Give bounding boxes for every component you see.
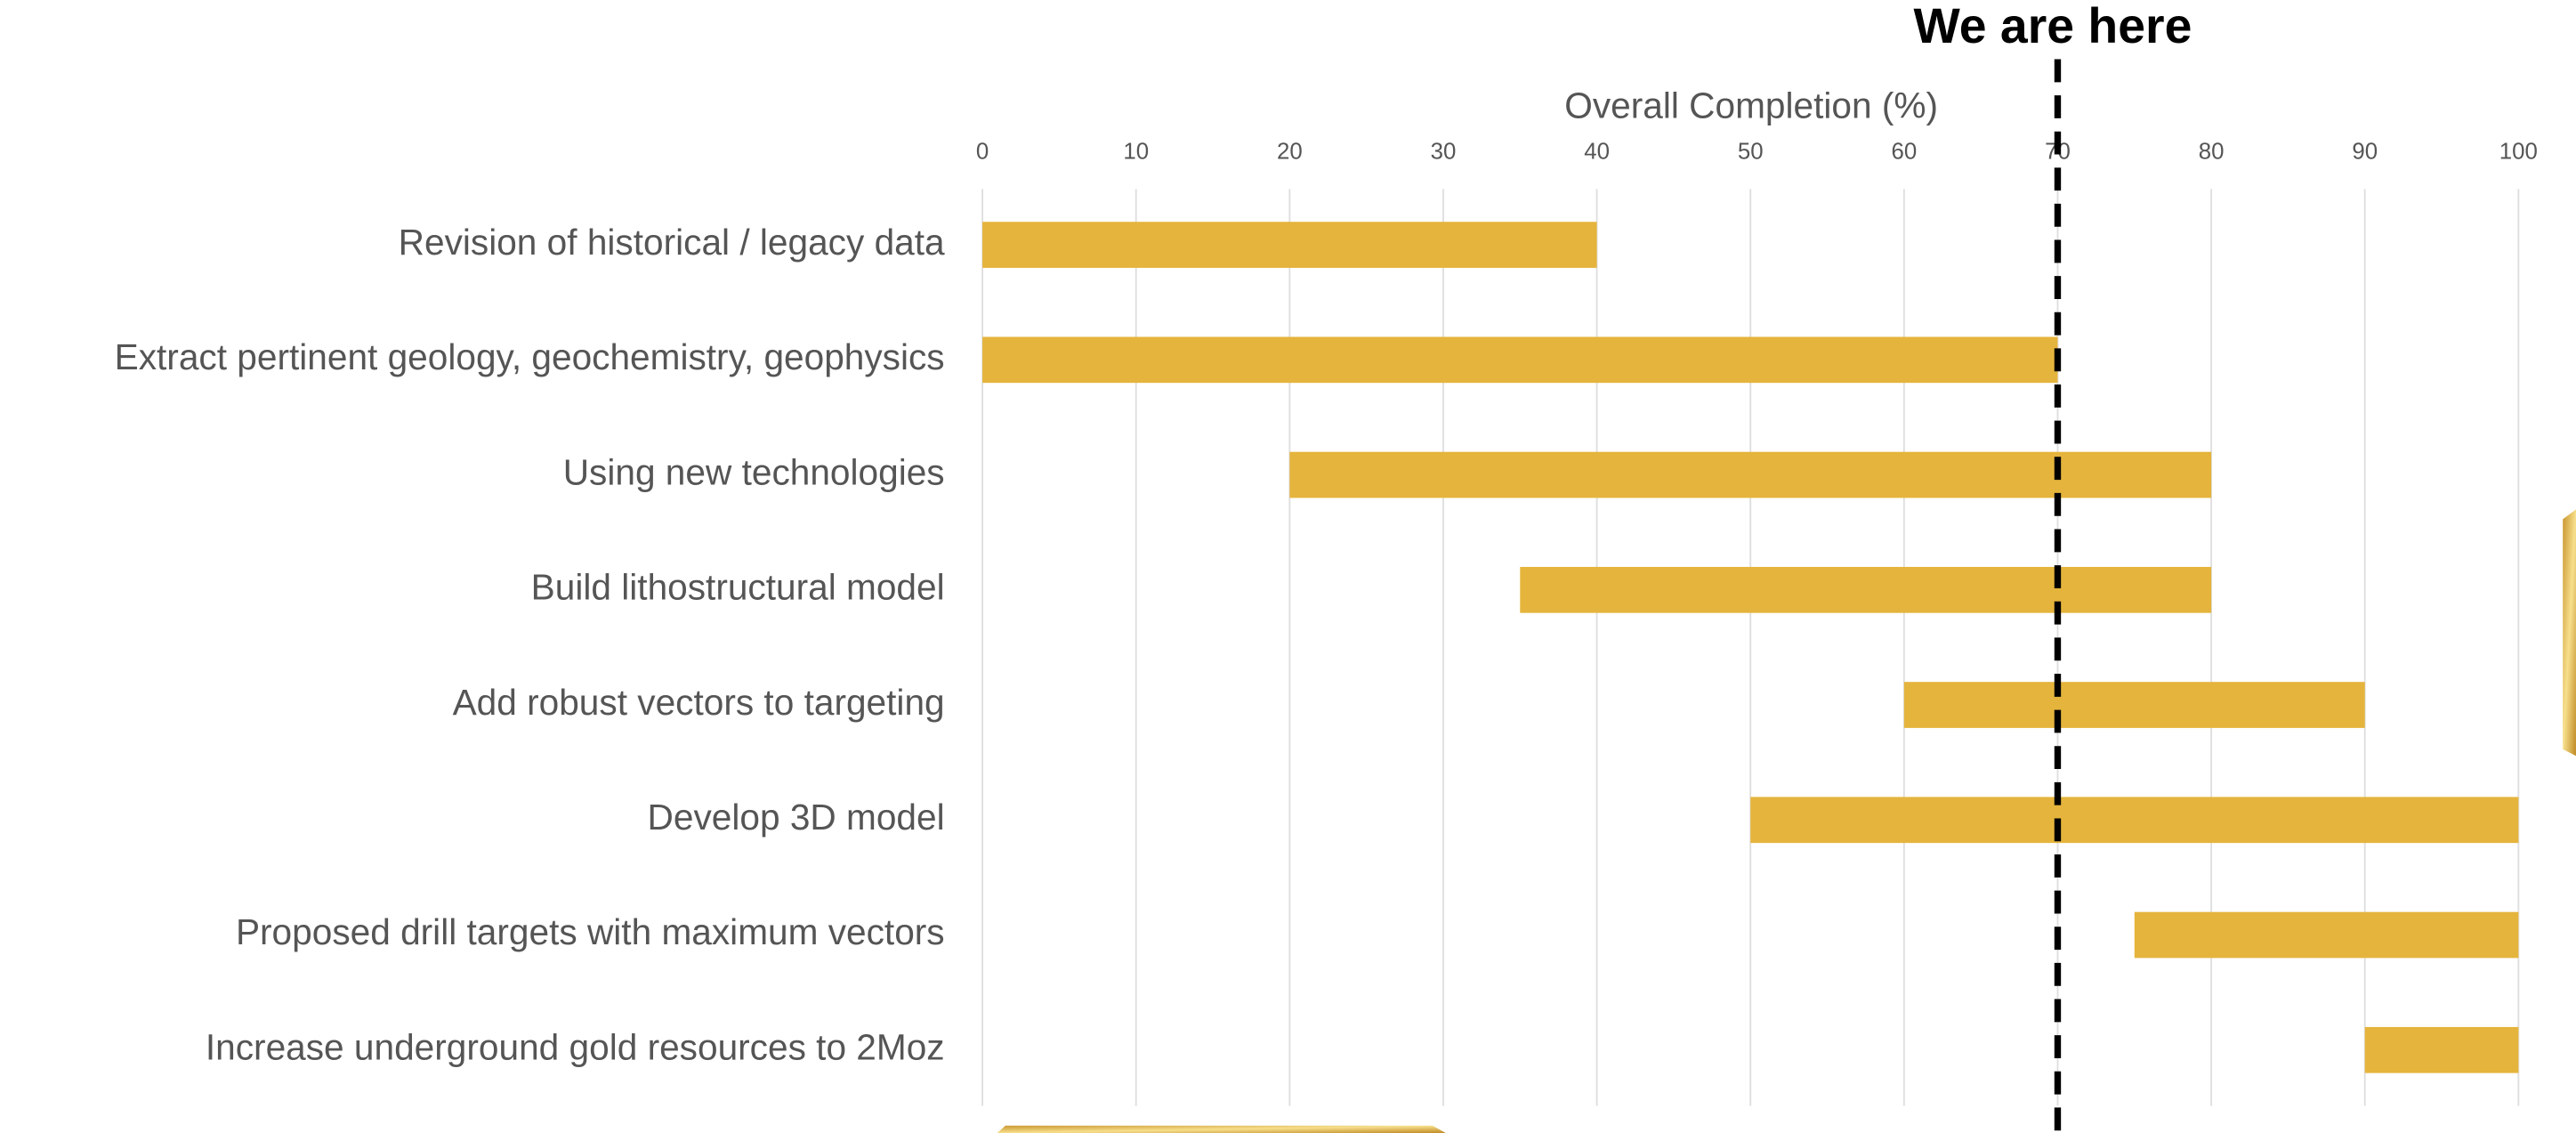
x-tick-label: 40 <box>1584 140 1610 165</box>
x-tick-label: 20 <box>1277 140 1303 165</box>
y-tick-label: Build lithostructural model <box>531 567 945 608</box>
bar <box>982 336 2058 384</box>
x-tick-label: 80 <box>2199 140 2225 165</box>
bar <box>1289 451 2212 498</box>
x-tick-label: 30 <box>1431 140 1457 165</box>
y-tick-label: Using new technologies <box>563 451 945 492</box>
x-tick-label: 0 <box>976 140 989 165</box>
y-tick-label: Increase underground gold resources to 2… <box>206 1026 945 1067</box>
decoration <box>2563 509 2576 757</box>
decoration <box>997 1125 1446 1133</box>
bar <box>2364 1026 2519 1073</box>
y-tick-label: Proposed drill targets with maximum vect… <box>236 911 945 952</box>
x-tick-label: 10 <box>1123 140 1149 165</box>
y-tick-label: Revision of historical / legacy data <box>399 222 945 263</box>
y-tick-label: Develop 3D model <box>648 797 945 838</box>
x-tick-label: 60 <box>1891 140 1917 165</box>
y-tick-label: Add robust vectors to targeting <box>453 682 945 723</box>
y-tick-label: Extract pertinent geology, geochemistry,… <box>115 336 945 377</box>
x-tick-label: 50 <box>1738 140 1764 165</box>
x-tick-label: 100 <box>2499 140 2538 165</box>
annotation: We are here <box>1913 0 2192 53</box>
bar <box>1750 797 2519 844</box>
axis-title: Overall Completion (%) <box>1564 85 1938 126</box>
bar <box>1903 682 2365 728</box>
bar <box>982 222 1597 268</box>
x-tick-label: 90 <box>2352 140 2378 165</box>
bar <box>2134 911 2519 959</box>
bar <box>1520 566 2212 613</box>
